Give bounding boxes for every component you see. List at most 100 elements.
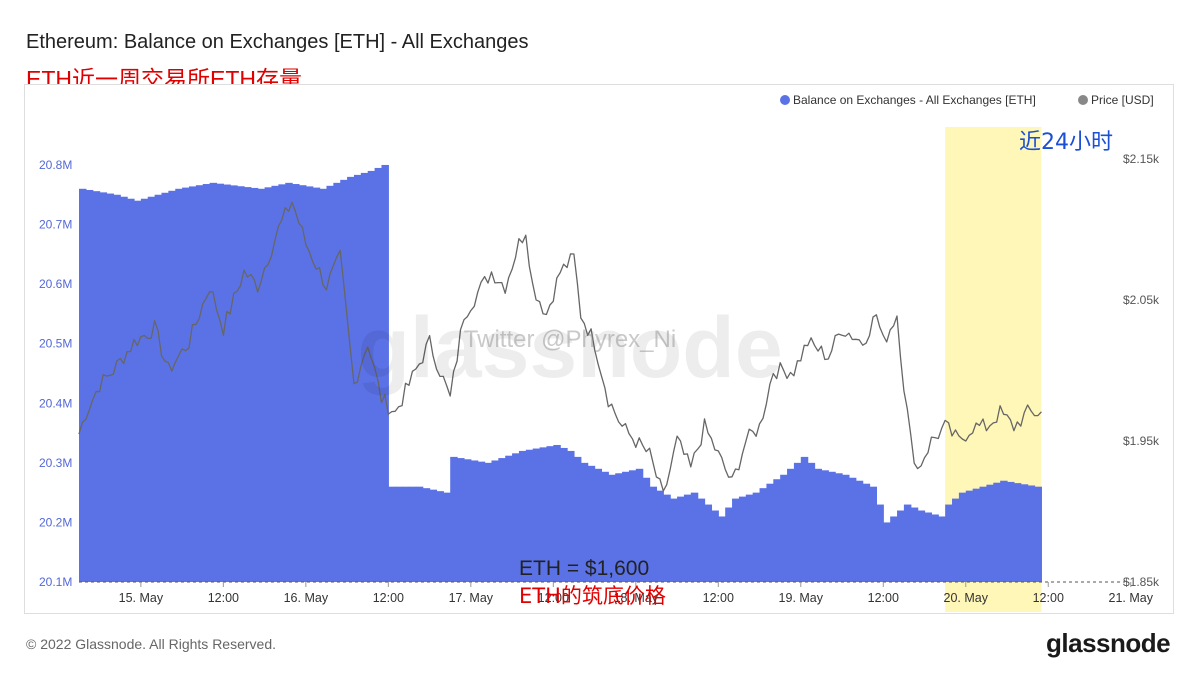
balance-bar xyxy=(759,488,768,582)
balance-bar xyxy=(395,486,403,582)
balance-bar xyxy=(670,498,678,582)
chart-title: Ethereum: Balance on Exchanges [ETH] - A… xyxy=(26,31,529,53)
balance-bar xyxy=(800,456,809,582)
balance-bar xyxy=(99,192,108,582)
balance-bar xyxy=(773,479,781,582)
balance-bar xyxy=(855,480,864,582)
balance-bar xyxy=(484,462,493,582)
y-right-tick-label: $1.95k xyxy=(1123,434,1160,448)
balance-bar xyxy=(154,194,163,583)
balance-bar xyxy=(182,187,190,583)
balance-bar xyxy=(738,496,747,582)
balance-bar xyxy=(188,186,197,582)
balance-bar xyxy=(257,188,266,582)
balance-bar xyxy=(388,486,396,582)
balance-bar xyxy=(965,490,974,582)
balance-bar xyxy=(635,468,644,582)
balance-bar xyxy=(787,468,795,582)
balance-bar xyxy=(305,186,314,582)
balance-bar xyxy=(319,188,328,582)
balance-bar xyxy=(580,462,589,582)
balance-bar xyxy=(381,164,389,582)
balance-bar xyxy=(463,459,472,582)
balance-bar xyxy=(917,510,926,582)
balance-bar xyxy=(271,185,279,582)
balance-bar xyxy=(972,488,981,582)
balance-bar xyxy=(518,450,527,582)
balance-bar xyxy=(298,185,307,582)
balance-bar xyxy=(958,492,967,582)
x-tick-label: 18. May xyxy=(614,591,659,605)
balance-bar xyxy=(876,504,884,582)
balance-bar xyxy=(697,498,706,582)
balance-bar xyxy=(560,447,568,582)
balance-bar xyxy=(450,456,458,582)
x-tick-label: 12:00 xyxy=(703,591,734,605)
balance-bar xyxy=(195,185,204,582)
balance-bar xyxy=(1000,480,1008,582)
x-tick-label: 15. May xyxy=(119,591,164,605)
balance-bar xyxy=(622,471,630,582)
x-tick-label: 12:00 xyxy=(208,591,239,605)
balance-bar xyxy=(1013,483,1022,582)
balance-bar xyxy=(106,193,114,582)
y-left-tick-label: 20.2M xyxy=(39,515,72,529)
balance-bar xyxy=(993,482,1001,582)
balance-bar xyxy=(821,470,829,582)
balance-bar xyxy=(615,473,623,582)
balance-bar xyxy=(766,483,774,582)
balance-bar xyxy=(656,490,664,582)
x-tick-label: 17. May xyxy=(449,591,494,605)
balance-bar xyxy=(532,448,541,582)
legend-balance-marker xyxy=(780,95,790,105)
balance-bar xyxy=(202,184,211,583)
footer-copyright: © 2022 Glassnode. All Rights Reserved. xyxy=(26,636,277,652)
x-tick-label: 21. May xyxy=(1109,591,1154,605)
balance-bar xyxy=(601,471,609,582)
balance-bar xyxy=(415,486,424,582)
y-left-tick-label: 20.8M xyxy=(39,158,72,172)
watermark-handle: Twitter @Phyrex_Ni xyxy=(464,326,676,353)
y-left-tick-label: 20.1M xyxy=(39,575,72,589)
balance-bar xyxy=(264,187,273,582)
balance-bar xyxy=(237,186,245,582)
balance-bar xyxy=(945,504,953,582)
balance-bar xyxy=(347,176,355,582)
x-tick-label: 20. May xyxy=(944,591,989,605)
balance-bar xyxy=(835,473,843,582)
balance-bar xyxy=(127,198,135,582)
balance-bar xyxy=(979,486,987,582)
balance-bar xyxy=(567,450,575,582)
balance-bar xyxy=(1027,485,1036,582)
balance-bar xyxy=(793,462,802,582)
balance-bar xyxy=(649,486,658,582)
balance-bar xyxy=(250,187,259,582)
balance-bar xyxy=(505,455,513,582)
watermark-logo: glassnode xyxy=(357,300,782,396)
balance-bar xyxy=(209,182,218,582)
footer-logo: glassnode xyxy=(1046,628,1171,658)
balance-bar xyxy=(408,486,417,582)
balance-bar xyxy=(292,184,300,583)
x-tick-label: 16. May xyxy=(284,591,329,605)
x-tick-label: 12:00 xyxy=(373,591,404,605)
y-left-tick-label: 20.6M xyxy=(39,277,72,291)
balance-bar xyxy=(807,462,816,582)
annotation-eth-price: ETH = $1,600 xyxy=(519,557,649,580)
balance-bar xyxy=(642,477,651,582)
balance-bar xyxy=(133,200,142,582)
legend-balance-label: Balance on Exchanges - All Exchanges [ET… xyxy=(793,93,1036,107)
annotation-24h: 近24小时 xyxy=(1019,130,1113,155)
balance-bar xyxy=(230,185,238,582)
balance-bar xyxy=(553,444,561,582)
balance-bar xyxy=(628,470,637,582)
balance-bar xyxy=(677,496,685,582)
balance-bar xyxy=(608,474,616,582)
legend-price-label: Price [USD] xyxy=(1091,93,1154,107)
balance-bar xyxy=(140,198,149,582)
price-line xyxy=(78,201,1042,492)
balance-bar xyxy=(842,474,850,582)
balance-bar xyxy=(402,486,410,582)
balance-bar xyxy=(594,468,603,582)
balance-bar xyxy=(862,483,871,582)
